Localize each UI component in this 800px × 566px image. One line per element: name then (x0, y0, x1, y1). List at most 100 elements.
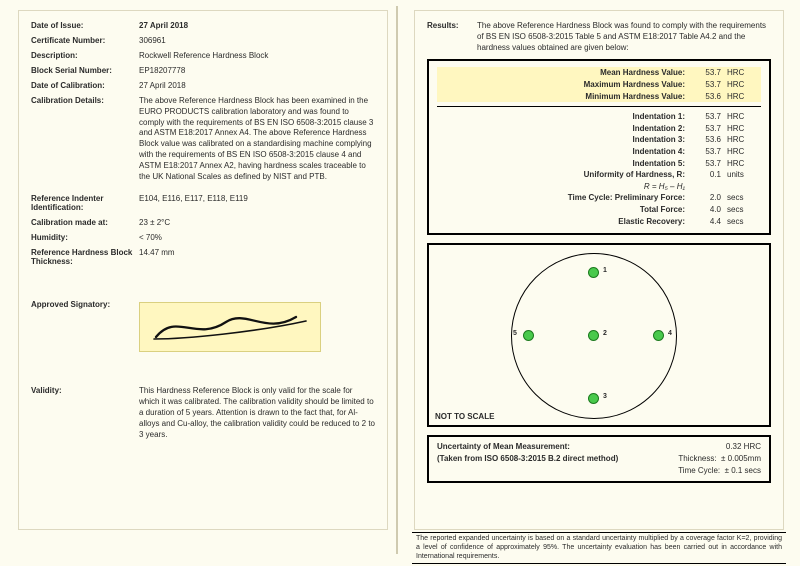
unit: HRC (721, 91, 761, 103)
unit: HRC (721, 67, 761, 79)
uncertainty-thickness: (Taken from ISO 6508-3:2015 B.2 direct m… (437, 453, 761, 465)
row-cal-made-at: Calibration made at: 23 ± 2°C (31, 218, 375, 227)
min-hardness: Minimum Hardness Value: 53.6 HRC (437, 91, 761, 103)
label: Results: (427, 21, 477, 53)
label: Validity: (31, 386, 139, 440)
value: 53.7 (691, 111, 721, 123)
value: 2.0 (691, 192, 721, 204)
value: 23 ± 2°C (139, 218, 375, 227)
label: Humidity: (31, 233, 139, 242)
value: 0.1 (691, 169, 721, 181)
label: Description: (31, 51, 139, 60)
label: Indentation 5: (495, 158, 691, 170)
label: Date of Issue: (31, 21, 139, 30)
indentation-row: Indentation 5:53.7HRC (437, 158, 761, 170)
unit: secs (721, 204, 761, 216)
value: ± 0.005mm (721, 454, 761, 463)
value: 53.6 (691, 134, 721, 146)
uncertainty-footnote: The reported expanded uncertainty is bas… (412, 532, 786, 564)
value: This Hardness Reference Block is only va… (139, 386, 375, 440)
value: 53.6 (691, 91, 721, 103)
label: Time Cycle: Preliminary Force: (495, 192, 691, 204)
label: Uniformity of Hardness, R: (495, 169, 691, 181)
elastic-row: Elastic Recovery:4.4secs (437, 216, 761, 228)
value: 53.7 (691, 79, 721, 91)
point-4-label: 4 (668, 330, 672, 337)
unit: HRC (721, 134, 761, 146)
label: Reference Indenter Identification: (31, 194, 139, 212)
value: 0.32 HRC (726, 441, 761, 453)
label: Indentation 3: (495, 134, 691, 146)
label: Indentation 1: (495, 111, 691, 123)
row-cert-number: Certificate Number: 306961 (31, 36, 375, 45)
page-divider (396, 6, 398, 554)
uncertainty-mean: Uncertainty of Mean Measurement: 0.32 HR… (437, 441, 761, 453)
value: E104, E116, E117, E118, E119 (139, 194, 375, 212)
row-cal-details: Calibration Details: The above Reference… (31, 96, 375, 182)
unit: HRC (721, 111, 761, 123)
value: 4.4 (691, 216, 721, 228)
row-thickness: Reference Hardness Block Thickness: 14.4… (31, 248, 375, 266)
label: Total Force: (495, 204, 691, 216)
value: 4.0 (691, 204, 721, 216)
label: Mean Hardness Value: (495, 67, 691, 79)
label: Uncertainty of Mean Measurement: (437, 441, 570, 453)
point-1-label: 1 (603, 267, 607, 274)
row-validity: Validity: This Hardness Reference Block … (31, 386, 375, 440)
value: EP18207778 (139, 66, 375, 75)
unit: units (721, 169, 761, 181)
unit: HRC (721, 146, 761, 158)
point-2-label: 2 (603, 330, 607, 337)
prelim-force-row: Time Cycle: Preliminary Force:2.0secs (437, 192, 761, 204)
value: ± 0.1 secs (725, 466, 761, 475)
value: 14.47 mm (139, 248, 375, 266)
method: (Taken from ISO 6508-3:2015 B.2 direct m… (437, 453, 618, 465)
indentation-diagram: 1 2 3 4 5 NOT TO SCALE (427, 243, 771, 427)
signature-icon (146, 307, 314, 347)
value: 306961 (139, 36, 375, 45)
indentation-row: Indentation 1:53.7HRC (437, 111, 761, 123)
point-3-label: 3 (603, 393, 607, 400)
value: The above Reference Hardness Block was f… (477, 21, 771, 53)
label: Maximum Hardness Value: (495, 79, 691, 91)
unit: HRC (721, 158, 761, 170)
value: The above Reference Hardness Block has b… (139, 96, 375, 182)
row-signatory: Approved Signatory: (31, 300, 375, 380)
row-humidity: Humidity: < 70% (31, 233, 375, 242)
value: Rockwell Reference Hardness Block (139, 51, 375, 60)
label: Thickness: (678, 454, 716, 463)
value: 27 April 2018 (139, 81, 375, 90)
label: Approved Signatory: (31, 300, 139, 380)
indentation-row: Indentation 3:53.6HRC (437, 134, 761, 146)
value: 53.7 (691, 67, 721, 79)
indentation-row: Indentation 2:53.7HRC (437, 123, 761, 135)
label: Date of Calibration: (31, 81, 139, 90)
value: 27 April 2018 (139, 21, 375, 30)
uniformity-def: R = H₅ – H₁ (437, 181, 761, 193)
row-date-issue: Date of Issue: 27 April 2018 (31, 21, 375, 30)
label: Indentation 2: (495, 123, 691, 135)
uniformity-row: Uniformity of Hardness, R:0.1units (437, 169, 761, 181)
label: Time Cycle: (678, 466, 720, 475)
indentation-row: Indentation 4:53.7HRC (437, 146, 761, 158)
row-description: Description: Rockwell Reference Hardness… (31, 51, 375, 60)
label: Minimum Hardness Value: (495, 91, 691, 103)
label: Certificate Number: (31, 36, 139, 45)
unit: HRC (721, 123, 761, 135)
mean-hardness: Mean Hardness Value: 53.7 HRC (437, 67, 761, 79)
total-force-row: Total Force:4.0secs (437, 204, 761, 216)
value: 53.7 (691, 158, 721, 170)
unit: secs (721, 216, 761, 228)
label: Indentation 4: (495, 146, 691, 158)
row-ref-indenter: Reference Indenter Identification: E104,… (31, 194, 375, 212)
separator (437, 106, 761, 107)
certificate-left-page: Date of Issue: 27 April 2018 Certificate… (18, 10, 388, 530)
label: Calibration made at: (31, 218, 139, 227)
label: Elastic Recovery: (495, 216, 691, 228)
uncertainty-block: Uncertainty of Mean Measurement: 0.32 HR… (427, 435, 771, 483)
signature-box (139, 302, 321, 352)
results-block: Mean Hardness Value: 53.7 HRC Maximum Ha… (427, 59, 771, 235)
unit: HRC (721, 79, 761, 91)
uncertainty-time: Time Cycle: ± 0.1 secs (437, 465, 761, 477)
signature-area (139, 300, 375, 380)
